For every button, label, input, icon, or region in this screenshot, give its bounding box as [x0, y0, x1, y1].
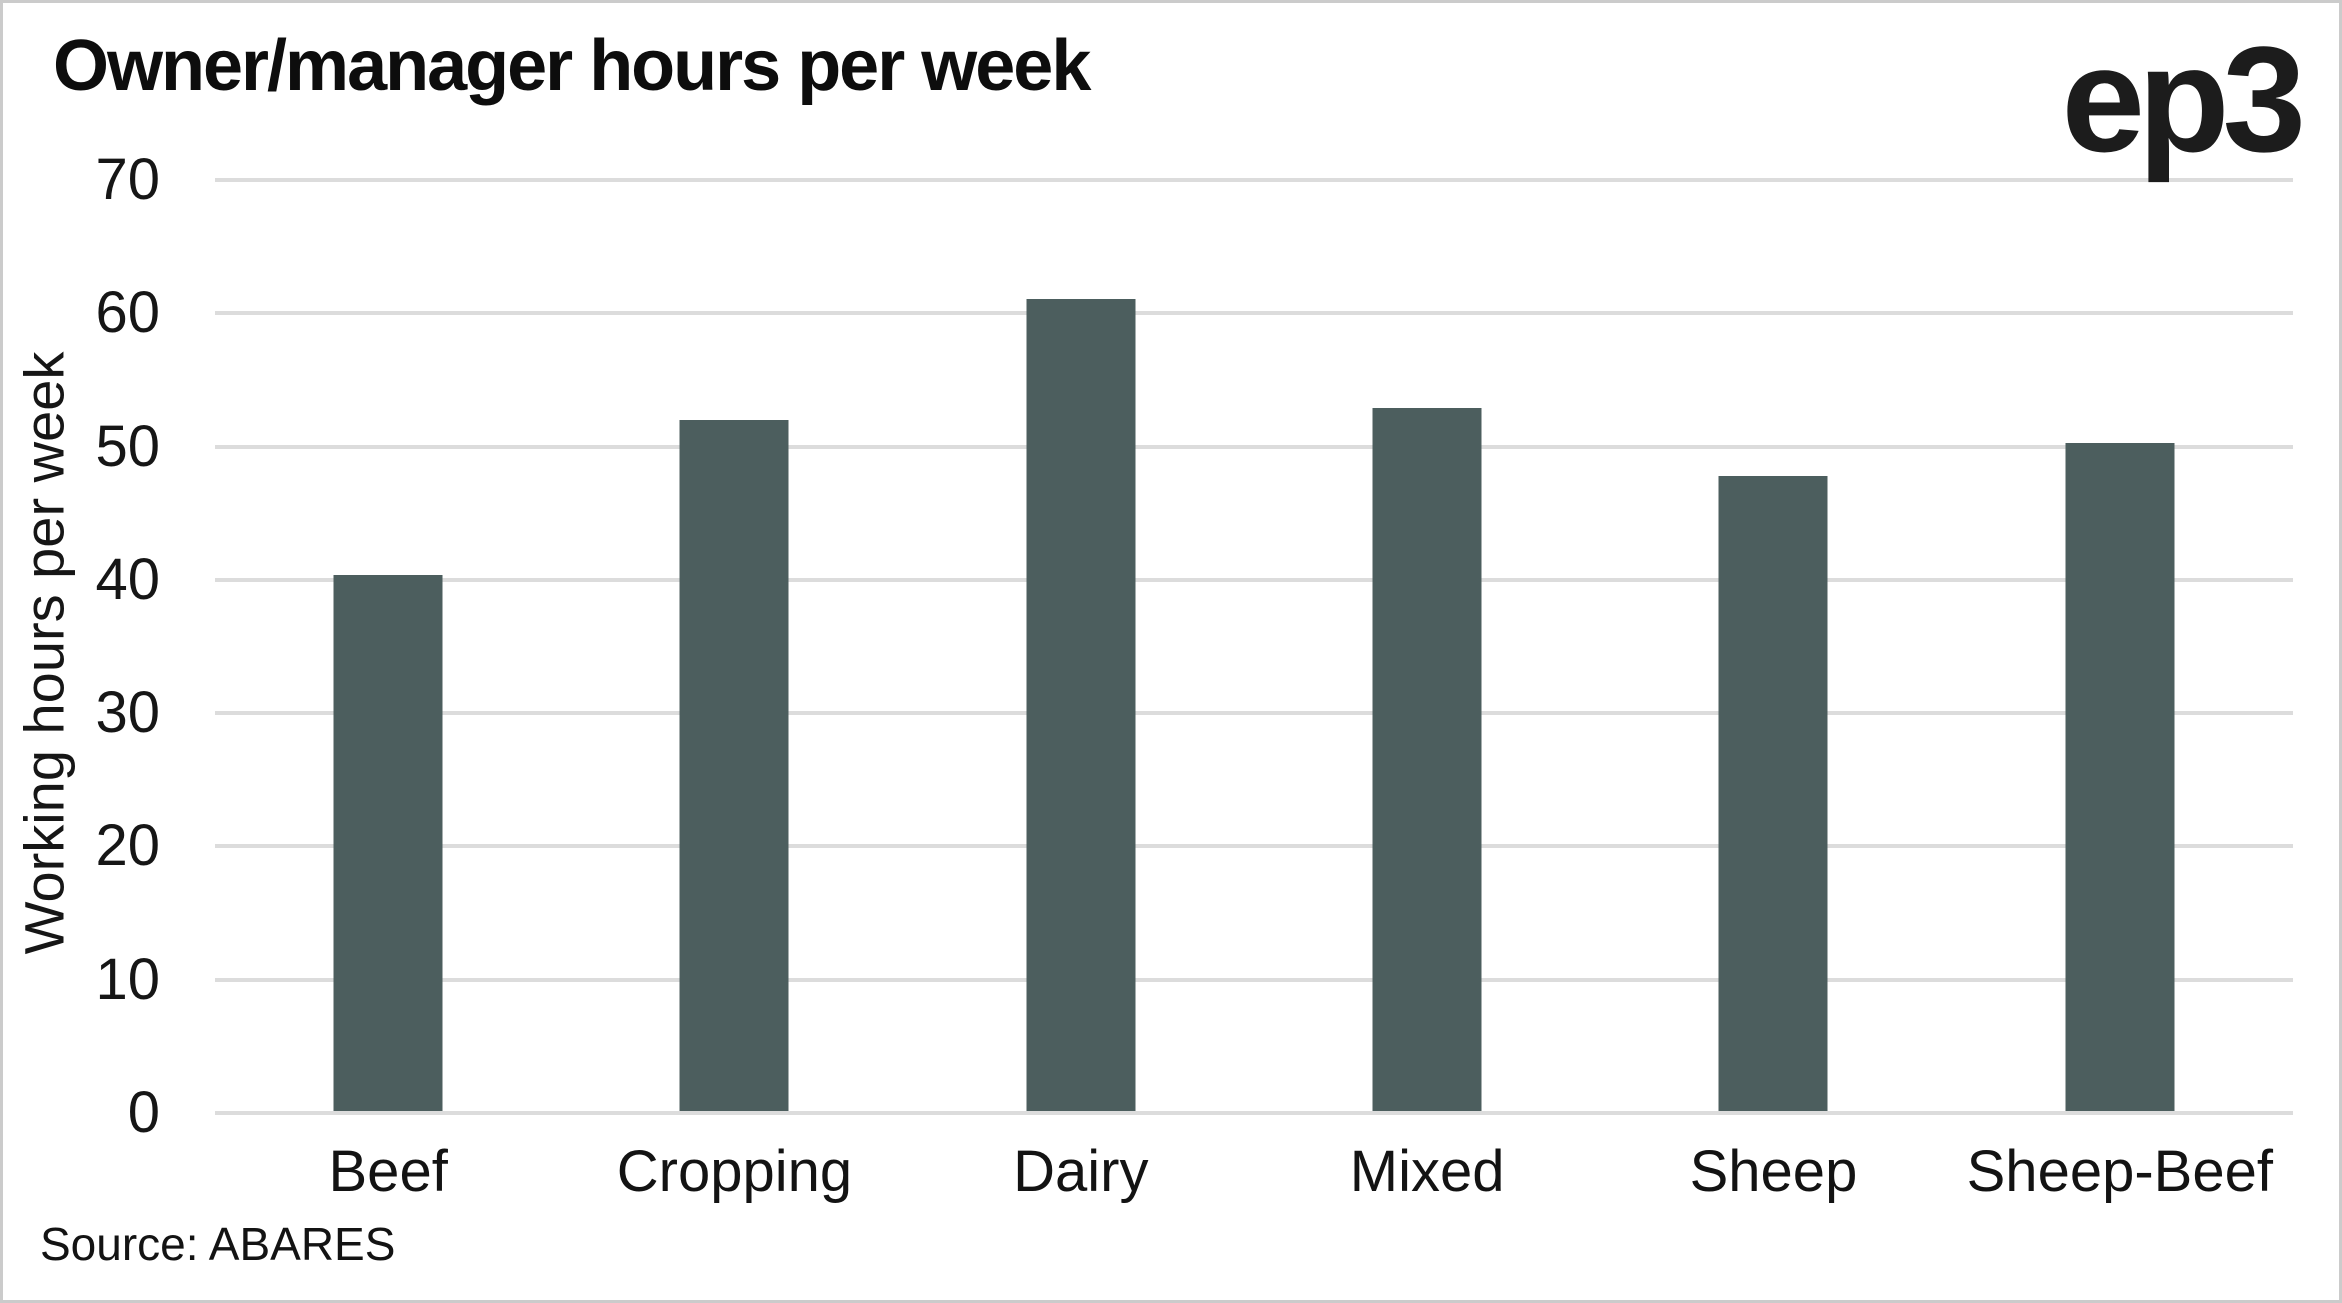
gridline-60 — [215, 311, 2293, 316]
gridline-0 — [215, 1111, 2293, 1115]
category-label-beef: Beef — [328, 1139, 448, 1204]
y-tick-label-50: 50 — [95, 413, 160, 479]
bar-mixed — [1372, 408, 1482, 1111]
band-dairy: Dairy — [908, 180, 1254, 1201]
y-tick-label-40: 40 — [95, 546, 160, 612]
band-sheep-beef: Sheep-Beef — [1947, 180, 2293, 1201]
y-tick-label-20: 20 — [95, 813, 160, 879]
bar-sheep-beef — [2065, 443, 2175, 1111]
ep3-logo: ep3 — [2061, 15, 2306, 183]
bar-bands: Beef Cropping Dairy Mixed Sheep Sheep-Beef — [215, 180, 2293, 1201]
y-tick-label-10: 10 — [95, 946, 160, 1012]
category-label-sheep: Sheep — [1689, 1139, 1858, 1204]
band-cropping: Cropping — [561, 180, 907, 1201]
category-label-dairy: Dairy — [1013, 1139, 1149, 1204]
y-tick-label-70: 70 — [95, 147, 160, 212]
category-label-cropping: Cropping — [616, 1139, 853, 1204]
y-axis-tick-layer: 0 10 20 30 40 50 60 70 — [3, 3, 160, 1300]
gridline-40 — [215, 577, 2293, 582]
source-note: Source: ABARES — [40, 1218, 396, 1270]
band-beef: Beef — [215, 180, 561, 1201]
category-label-mixed: Mixed — [1349, 1139, 1505, 1204]
category-label-sheep-beef: Sheep-Beef — [1966, 1139, 2273, 1204]
chart-title: Owner/manager hours per week — [53, 26, 1091, 106]
bar-cropping — [679, 420, 789, 1111]
gridline-50 — [215, 444, 2293, 449]
bar-dairy — [1026, 299, 1136, 1111]
y-tick-label-30: 30 — [95, 680, 160, 746]
y-tick-label-60: 60 — [95, 280, 160, 346]
y-tick-label-0: 0 — [127, 1080, 160, 1145]
gridline-30 — [215, 711, 2293, 716]
band-sheep: Sheep — [1600, 180, 1946, 1201]
band-mixed: Mixed — [1254, 180, 1600, 1201]
bar-sheep — [1718, 476, 1828, 1111]
plot-area: Beef Cropping Dairy Mixed Sheep Sheep-Beef — [215, 178, 2293, 1201]
bar-beef — [333, 575, 443, 1111]
gridline-70 — [215, 178, 2293, 182]
gridline-20 — [215, 844, 2293, 849]
gridline-10 — [215, 977, 2293, 982]
